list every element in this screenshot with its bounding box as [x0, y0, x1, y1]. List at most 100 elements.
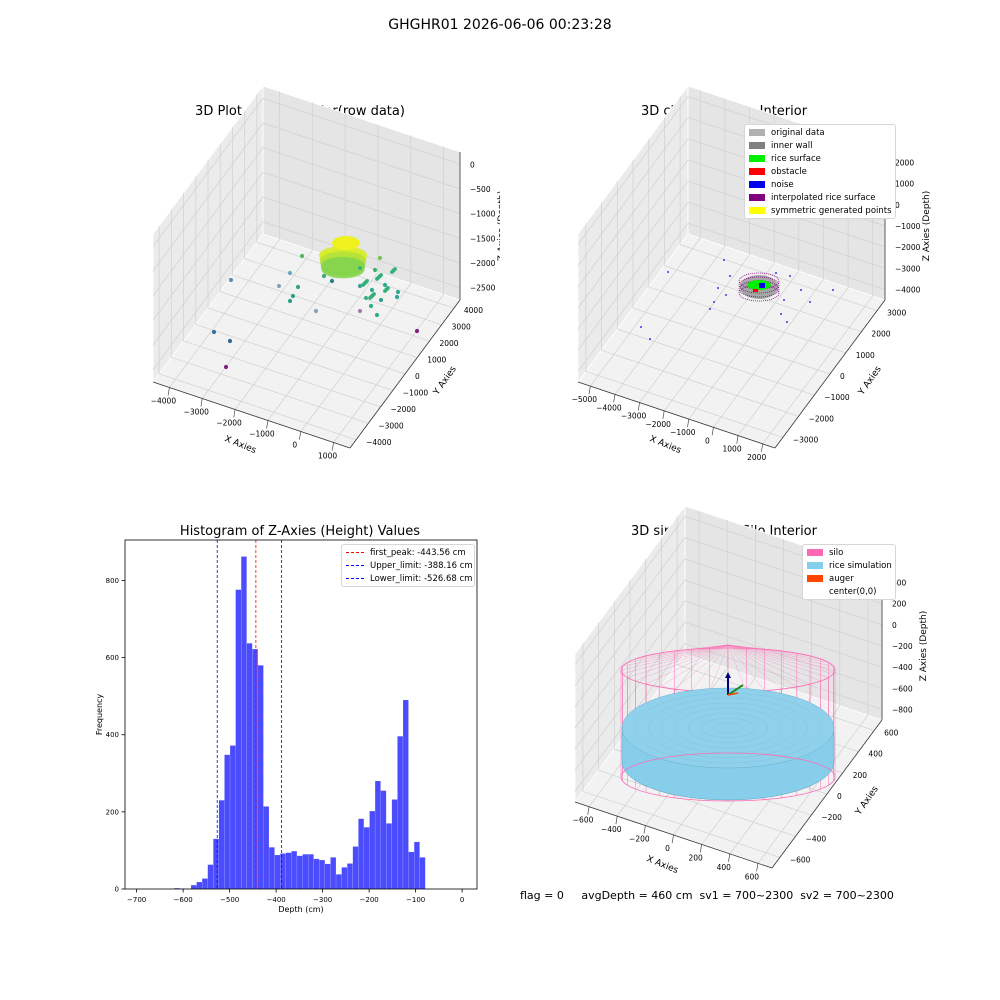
classify-xtick-label: 1000 [723, 445, 742, 454]
legend-label: center(0,0) [829, 586, 877, 597]
classify-xtick-label: −5000 [572, 395, 598, 404]
classify-ztick-label: −1000 [895, 222, 921, 231]
histogram-bar [352, 846, 359, 889]
raw-data-point [390, 270, 394, 274]
rice-mesh-ring [701, 717, 755, 739]
raw-data-point [368, 303, 374, 309]
classify-grid-z [577, 222, 886, 372]
classify-ytick-label: −1000 [824, 393, 850, 402]
classify-noise-point [789, 275, 791, 277]
silo-roof-wire [627, 644, 729, 678]
raw-data-point [299, 253, 305, 259]
raw-y-axis-label: Y Axies [431, 364, 459, 397]
histogram-xtick-label: −500 [220, 896, 239, 904]
classify-noise-point [709, 308, 711, 310]
raw-data-point [313, 308, 319, 314]
histogram-bar [414, 841, 420, 889]
simulation-grid-y [598, 622, 796, 837]
histogram-bar [347, 863, 353, 889]
legend-label: first_peak: -443.56 cm [370, 547, 466, 558]
classify-xtick-label: 0 [705, 436, 710, 445]
histogram-bar [397, 736, 403, 889]
raw-data-point [394, 294, 400, 300]
raw-y-axis-line [349, 299, 461, 449]
simulation-y-axis-label: Y Axies [853, 784, 881, 817]
histogram-bar [224, 754, 230, 889]
classify-tick-x [687, 419, 690, 428]
classify-x-axis-label: X Axies [648, 434, 683, 456]
silo-roof-wire [635, 644, 729, 682]
histogram-ytick-label: 0 [115, 886, 119, 894]
raw-grid-x [300, 135, 412, 432]
legend-label: silo [829, 547, 844, 558]
classify-z-axis-label: Z Axies (Depth) [922, 191, 932, 262]
raw-grid-y [244, 110, 442, 326]
histogram-bar [252, 649, 258, 889]
legend-item: first_peak: -443.56 cm [342, 546, 474, 559]
classify-3d-plot: −5000−4000−3000−2000−1000010002000300020… [572, 84, 932, 462]
histogram-bar [202, 878, 208, 889]
auger-arrow [727, 692, 739, 696]
raw-ztick-label: −2500 [470, 284, 496, 293]
histogram-bar [336, 874, 342, 889]
raw-data-point [357, 283, 363, 289]
histogram-frame [124, 539, 478, 890]
classify-grid-x [614, 98, 726, 395]
raw-data-point [378, 297, 384, 303]
raw-grid-z [152, 171, 461, 321]
histogram-ytick-label: 200 [106, 808, 119, 816]
histogram-bar [269, 847, 275, 889]
auger-arrow-head [725, 672, 731, 678]
raw-data-point [321, 273, 327, 279]
center-arrow [727, 684, 744, 696]
raw-data-point [368, 296, 372, 300]
raw-grid-y [232, 127, 430, 342]
classify-x-axis-line [577, 381, 776, 449]
simulation-ztick-label: −200 [892, 642, 913, 651]
raw-data-point [383, 289, 387, 293]
legend-line-swatch [346, 578, 364, 579]
legend-swatch [749, 207, 765, 214]
legend-item: original data [745, 126, 895, 139]
silo-roof-wire [659, 644, 729, 688]
histogram-bar [285, 852, 292, 889]
raw-data-point [377, 255, 383, 261]
simulation-xtick-label: 400 [717, 863, 732, 872]
raw-ytick-label: −1000 [403, 388, 429, 397]
raw-tick-x [266, 420, 269, 429]
simulation-ztick-label: −600 [892, 684, 913, 693]
raw-data-point [290, 293, 296, 299]
raw-rice-layer [321, 260, 365, 279]
histogram-bar [419, 857, 426, 889]
histogram-bar [230, 745, 236, 889]
raw-ytick-label: 2000 [439, 339, 458, 348]
histogram-xtick-label: −300 [313, 896, 332, 904]
histogram-bar [341, 867, 348, 889]
raw-ytick-label: −4000 [366, 438, 392, 447]
raw-ytick-label: 3000 [452, 323, 471, 332]
raw-xtick-label: 0 [292, 441, 297, 450]
histogram-bar [324, 863, 331, 889]
legend-item: Upper_limit: -388.16 cm [342, 559, 474, 572]
classify-grid-y [648, 138, 846, 354]
histogram-bar [330, 857, 336, 889]
raw-3d-plot: −4000 −3000 −2000 −1000 0 1000 4000 3000 2000 100… [151, 84, 500, 461]
classify-ytick-label: 1000 [856, 351, 875, 360]
legend-swatch [749, 142, 765, 149]
classify-xtick-label: −3000 [621, 412, 647, 421]
histogram-ytick-label: 800 [106, 577, 119, 585]
legend-swatch [807, 588, 823, 595]
rice-mesh-ring [714, 722, 742, 734]
simulation-z-axis-label: Z Axies (Depth) [919, 611, 929, 682]
simulation-x-axis-line [574, 801, 773, 869]
histogram-bar [302, 854, 309, 889]
raw-tick-x [200, 398, 203, 407]
classify-grid-y [616, 181, 815, 396]
raw-data-point [363, 295, 369, 301]
raw-grid-y [170, 209, 369, 424]
legend-label: Lower_limit: -526.68 cm [370, 573, 473, 584]
raw-data-point [276, 283, 282, 289]
classify-ztick-label: −4000 [895, 285, 921, 294]
simulation-tick-x [728, 853, 731, 862]
histogram-y-axis-label: Frequency [95, 694, 104, 736]
